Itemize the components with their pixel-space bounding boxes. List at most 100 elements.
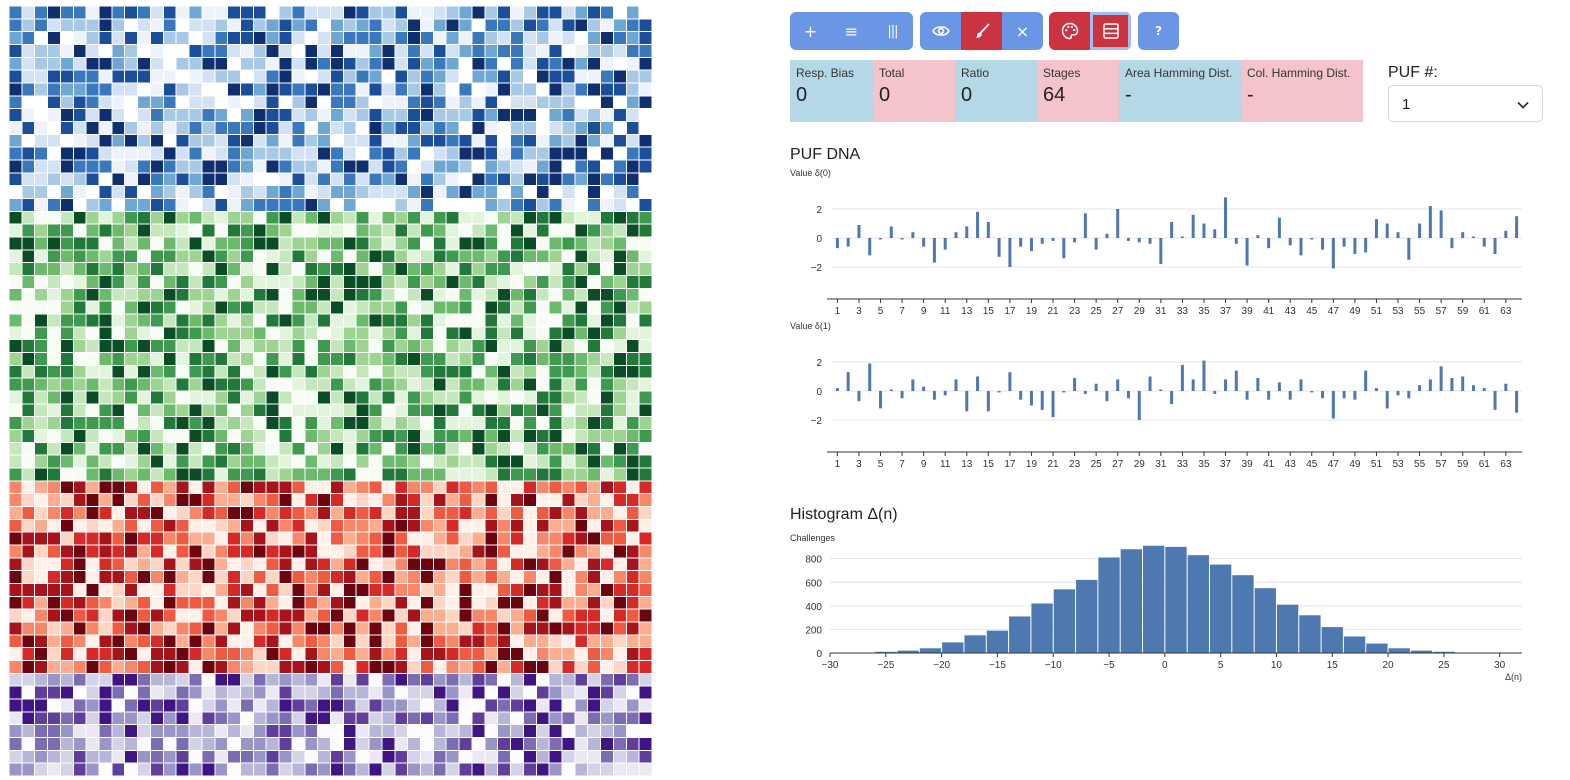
heatmap-cell-green xyxy=(549,340,562,352)
heatmap-cell-blue xyxy=(459,70,472,83)
heatmap-cell-red xyxy=(356,481,369,494)
heatmap-cell-green xyxy=(601,237,613,250)
add-button[interactable]: + xyxy=(790,12,831,50)
heatmap-cell-blue xyxy=(343,122,356,134)
x-tick-label: 45 xyxy=(1306,459,1318,470)
heatmap-cell-green xyxy=(562,327,575,340)
heatmap-cell-red xyxy=(240,519,253,532)
heatmap-cell-blue xyxy=(511,70,523,83)
heatmap-cell-blue xyxy=(511,173,523,186)
dna-bar xyxy=(1213,229,1217,238)
heatmap-cell-green xyxy=(189,314,202,327)
heatmap-cell-green xyxy=(292,404,305,417)
heatmap-cell-blue xyxy=(202,96,215,109)
heatmap-cell-green xyxy=(356,237,369,250)
heatmap-cell-green xyxy=(125,250,138,263)
heatmap-cell-purple xyxy=(202,750,215,763)
puf-select[interactable]: 1 xyxy=(1388,85,1543,122)
heatmap-cell-green xyxy=(601,301,613,314)
heatmap-cell-green xyxy=(421,353,433,365)
heatmap-cell-red xyxy=(588,519,601,532)
heatmap-cell-blue xyxy=(601,19,613,32)
columns-button[interactable]: ||| xyxy=(872,12,913,50)
heatmap-cell-green xyxy=(613,224,626,237)
heatmap-cell-green xyxy=(318,468,330,481)
heatmap-cell-red xyxy=(408,584,421,596)
heatmap-cell-blue xyxy=(35,57,48,70)
heatmap-cell-blue xyxy=(369,109,382,121)
view-button[interactable] xyxy=(920,12,961,50)
heatmap-cell-green xyxy=(125,417,138,429)
heatmap-cell-red xyxy=(279,609,292,622)
clear-button[interactable]: × xyxy=(1002,12,1043,50)
heatmap-cell-blue xyxy=(305,45,318,57)
heatmap-cell-blue xyxy=(73,109,86,121)
heatmap-cell-purple xyxy=(369,712,382,725)
heatmap-cell-blue xyxy=(305,32,318,44)
heatmap-cell-blue xyxy=(150,45,163,57)
heatmap-cell-blue xyxy=(395,173,408,186)
layout-button[interactable] xyxy=(1090,12,1131,50)
heatmap-cell-green xyxy=(202,237,215,250)
heatmap-cell-purple xyxy=(138,712,150,725)
heatmap-cell-blue xyxy=(369,134,382,147)
heatmap-cell-blue xyxy=(176,32,189,44)
heatmap-cell-green xyxy=(446,468,459,481)
heatmap-cell-blue xyxy=(472,160,485,173)
heatmap-cell-green xyxy=(485,327,498,340)
heatmap-cell-blue xyxy=(639,96,652,109)
heatmap-cell-blue xyxy=(138,186,150,198)
heatmap-cell-green xyxy=(588,468,601,481)
heatmap-cell-blue xyxy=(408,57,421,70)
x-tick-label: 23 xyxy=(1069,306,1081,317)
palette-button[interactable] xyxy=(1049,12,1090,50)
heatmap-cell-blue xyxy=(228,186,240,198)
heatmap-cell-green xyxy=(356,276,369,288)
heatmap-cell-red xyxy=(549,635,562,648)
heatmap-cell-blue xyxy=(485,6,498,19)
heatmap-cell-green xyxy=(433,276,446,288)
heatmap-cell-blue xyxy=(22,160,35,173)
heatmap-cell-red xyxy=(421,571,433,583)
heatmap-cell-red xyxy=(253,622,266,635)
heatmap-cell-red xyxy=(35,481,48,494)
heatmap-cell-green xyxy=(86,224,99,237)
heatmap-cell-green xyxy=(613,365,626,378)
heatmap-cell-blue xyxy=(639,45,652,57)
dna-bar xyxy=(846,238,850,247)
heatmap-cell-green xyxy=(99,442,112,455)
heatmap-cell-blue xyxy=(562,96,575,109)
brush-button[interactable] xyxy=(961,12,1002,50)
heatmap-cell-green xyxy=(433,250,446,263)
heatmap-cell-blue xyxy=(35,173,48,186)
heatmap-cell-red xyxy=(395,609,408,622)
heatmap-cell-red xyxy=(601,545,613,558)
heatmap-cell-green xyxy=(511,391,523,404)
heatmap-cell-blue xyxy=(9,173,22,186)
heatmap-cell-red xyxy=(549,571,562,583)
heatmap-cell-blue xyxy=(202,6,215,19)
heatmap-cell-blue xyxy=(163,6,176,19)
heatmap-cell-red xyxy=(266,661,279,673)
rows-button[interactable]: ≡ xyxy=(831,12,872,50)
heatmap-cell-purple xyxy=(60,725,73,737)
heatmap-cell-red xyxy=(60,507,73,519)
heatmap-cell-green xyxy=(562,276,575,288)
heatmap-cell-red xyxy=(601,648,613,660)
heatmap-cell-green xyxy=(421,455,433,468)
help-button[interactable]: ? xyxy=(1138,12,1179,50)
heatmap-cell-purple xyxy=(305,750,318,763)
heatmap-cell-blue xyxy=(433,83,446,96)
heatmap-cell-red xyxy=(22,622,35,635)
x-tick-label: 15 xyxy=(983,459,995,470)
heatmap-cell-blue xyxy=(35,70,48,83)
heatmap-cell-green xyxy=(523,237,536,250)
heatmap-cell-green xyxy=(22,340,35,352)
heatmap-cell-purple xyxy=(112,750,125,763)
x-tick-label: 13 xyxy=(961,306,973,317)
heatmap-cell-red xyxy=(73,494,86,506)
heatmap-cell-green xyxy=(279,404,292,417)
heatmap-cell-blue xyxy=(112,70,125,83)
heatmap-cell-purple xyxy=(176,725,189,737)
heatmap-cell-red xyxy=(485,622,498,635)
